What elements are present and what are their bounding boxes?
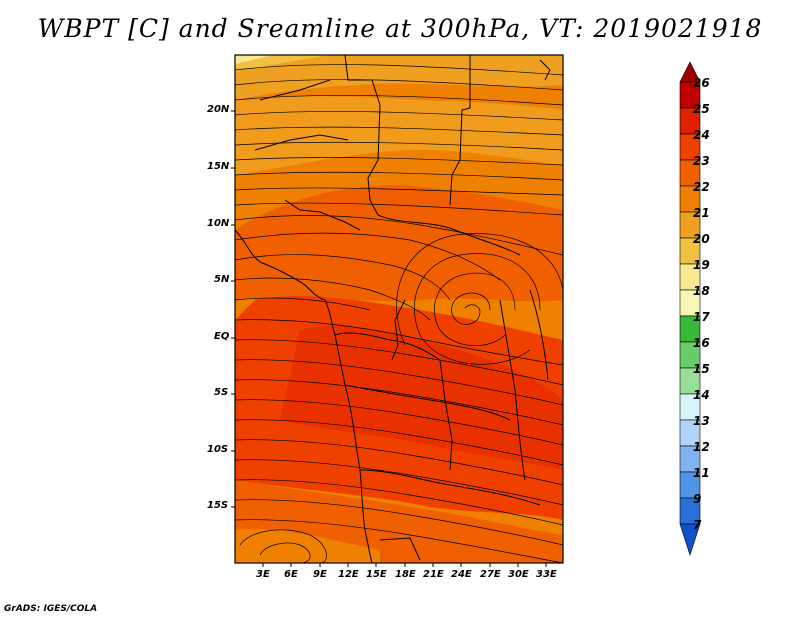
lon-label: 30E bbox=[508, 569, 529, 580]
lat-label: 10N bbox=[207, 218, 230, 229]
colorbar-label: 23 bbox=[693, 154, 710, 168]
colorbar-label: 21 bbox=[693, 206, 710, 220]
lat-label: EQ bbox=[214, 331, 230, 342]
wbpt-shading bbox=[235, 55, 563, 563]
lat-label: 20N bbox=[207, 104, 230, 115]
colorbar-label: 20 bbox=[693, 232, 710, 246]
streamlines bbox=[235, 64, 563, 563]
colorbar-label: 19 bbox=[693, 258, 710, 272]
colorbar-label: 15 bbox=[693, 362, 710, 376]
colorbar-bottom-arrow bbox=[679, 523, 701, 556]
colorbar-label: 12 bbox=[693, 440, 710, 454]
colorbar-label: 18 bbox=[693, 284, 710, 298]
lon-label: 6E bbox=[284, 569, 298, 580]
colorbar-label: 22 bbox=[693, 180, 710, 194]
lon-label: 33E bbox=[536, 569, 557, 580]
lat-label: 5S bbox=[214, 387, 229, 398]
colorbar-label: 17 bbox=[693, 310, 710, 324]
lat-label: 15S bbox=[207, 500, 229, 511]
colorbar-label: 7 bbox=[693, 518, 702, 532]
lon-label: 21E bbox=[423, 569, 444, 580]
political-boundaries bbox=[235, 55, 551, 563]
map-border bbox=[234, 54, 564, 564]
map-title: WBPT [C] and Sreamline at 300hPa, VT: 20… bbox=[37, 14, 763, 43]
axis-ticks bbox=[231, 110, 547, 567]
colorbar-label: 16 bbox=[693, 336, 710, 350]
lon-label: 15E bbox=[366, 569, 387, 580]
colorbar bbox=[679, 61, 701, 556]
lon-label: 18E bbox=[395, 569, 416, 580]
colorbar-label: 25 bbox=[693, 102, 710, 116]
lon-label: 27E bbox=[480, 569, 501, 580]
lat-label: 15N bbox=[207, 161, 230, 172]
lon-label: 9E bbox=[313, 569, 327, 580]
colorbar-label: 14 bbox=[693, 388, 710, 402]
lat-label: 5N bbox=[214, 274, 230, 285]
lon-label: 24E bbox=[451, 569, 472, 580]
colorbar-label: 11 bbox=[693, 466, 710, 480]
lon-label: 3E bbox=[256, 569, 270, 580]
lon-label: 12E bbox=[338, 569, 359, 580]
colorbar-label: 24 bbox=[693, 128, 710, 142]
colorbar-label: 26 bbox=[693, 76, 710, 90]
lat-label: 10S bbox=[207, 444, 229, 455]
grads-credit: GrADS: IGES/COLA bbox=[4, 604, 98, 614]
colorbar-label: 13 bbox=[693, 414, 710, 428]
colorbar-label: 9 bbox=[693, 492, 702, 506]
